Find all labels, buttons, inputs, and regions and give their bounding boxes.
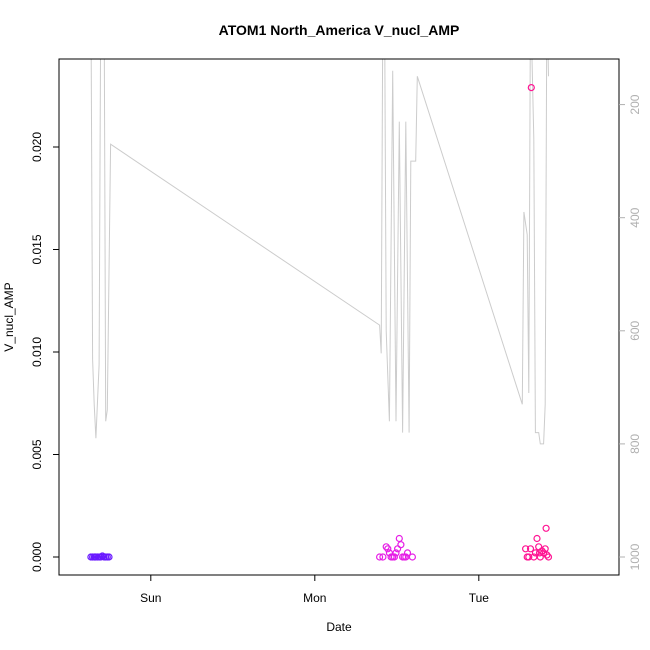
data-point	[521, 545, 530, 553]
series-line	[90, 59, 549, 445]
y-right-tick-label: 800	[628, 434, 642, 454]
y-tick-label: 0.005	[30, 439, 44, 469]
data-point	[543, 551, 551, 559]
y-tick-label: 0.015	[30, 234, 44, 264]
y-right-tick-label: 1000	[628, 543, 642, 570]
x-axis-label: Date	[326, 620, 352, 634]
x-tick-label: Mon	[303, 591, 326, 605]
data-point	[105, 553, 113, 561]
data-point	[403, 549, 412, 557]
data-point	[392, 549, 400, 557]
data-point	[408, 553, 416, 561]
data-point	[402, 553, 410, 561]
y-tick-label: 0.020	[30, 132, 44, 162]
y-tick-label: 0.010	[30, 337, 44, 367]
y-right-tick-label: 600	[628, 320, 642, 340]
plot-content	[87, 59, 553, 561]
data-point	[544, 553, 553, 561]
points-group	[87, 83, 553, 561]
y-axis: 0.000 0.005 0.010 0.015 0.020	[30, 132, 59, 572]
data-point	[382, 543, 390, 551]
x-tick-label: Sun	[140, 591, 161, 605]
data-point	[384, 545, 392, 553]
data-point	[379, 553, 387, 561]
data-point	[531, 549, 540, 557]
y-tick-label: 0.000	[30, 542, 44, 572]
data-point	[526, 545, 535, 553]
data-point	[376, 553, 384, 561]
y-right-tick-label: 200	[628, 94, 642, 114]
data-point	[542, 524, 550, 532]
y-axis-label: V_nucl_AMP	[2, 282, 16, 351]
data-point	[527, 83, 535, 92]
data-point	[397, 541, 405, 549]
data-point	[525, 553, 533, 561]
plot-frame	[58, 58, 620, 576]
y-right-tick-label: 400	[628, 207, 642, 227]
y-axis-right: 200 400 600 800 1000	[619, 94, 642, 570]
data-point	[390, 553, 398, 561]
x-axis: Sun Mon Tue	[140, 575, 489, 605]
data-point	[535, 543, 543, 551]
data-point	[533, 534, 541, 543]
x-tick-label: Tue	[469, 591, 490, 605]
data-point	[536, 553, 544, 561]
data-point	[541, 545, 549, 553]
data-point	[395, 534, 403, 543]
chart-title: ATOM1 North_America V_nucl_AMP	[219, 22, 460, 38]
